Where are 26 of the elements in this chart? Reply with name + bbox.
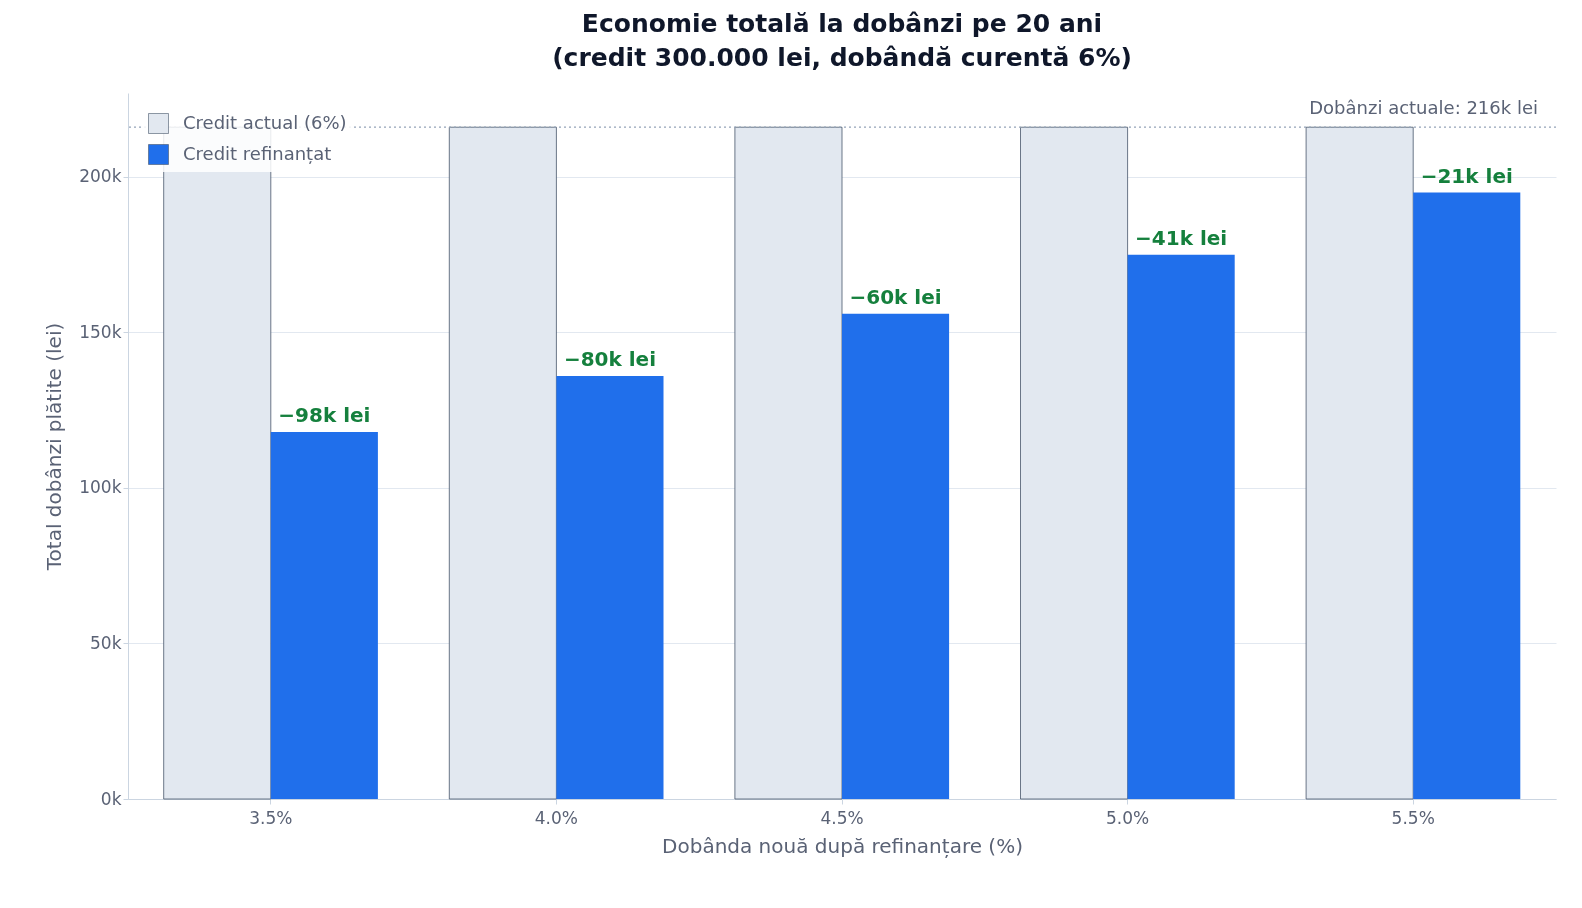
annotation: −21k lei	[1420, 163, 1513, 188]
x-tick-label: 3.5%	[249, 807, 293, 828]
bar	[1127, 254, 1235, 799]
ref-line-label: Dobânzi actuale: 216k lei	[1309, 97, 1538, 119]
y-axis-title: Total dobânzi plătite (lei)	[42, 322, 67, 572]
y-tick-label: 200k	[79, 166, 122, 187]
legend-label: Credit refinanțat	[183, 142, 332, 164]
bar	[842, 313, 950, 799]
x-tick-label: 4.0%	[534, 807, 578, 828]
chart-title: Economie totală la dobânzi pe 20 ani (credit 300.000 lei, dobândă curentă 6%)	[552, 9, 1132, 72]
annotation: −80k lei	[563, 347, 657, 372]
y-tick-label: 150k	[79, 321, 122, 342]
y-tick-label: 100k	[79, 477, 122, 498]
annotation: −60k lei	[849, 284, 942, 309]
x-tick-label: 5.0%	[1106, 807, 1150, 828]
x-tick-label: 4.5%	[820, 807, 864, 828]
annotation: −41k lei	[1135, 225, 1228, 250]
bar	[556, 376, 664, 799]
x-tick-label: 5.5%	[1391, 807, 1435, 828]
bar	[270, 432, 378, 799]
annotation: −98k lei	[278, 403, 371, 427]
legend-label: Credit actual (6%)	[183, 111, 347, 133]
y-tick-label: 0k	[100, 788, 122, 809]
x-axis-title: Dobânda nouă după refinanțare (%)	[662, 833, 1023, 858]
bar	[1413, 192, 1521, 799]
y-tick-label: 50k	[90, 632, 122, 653]
